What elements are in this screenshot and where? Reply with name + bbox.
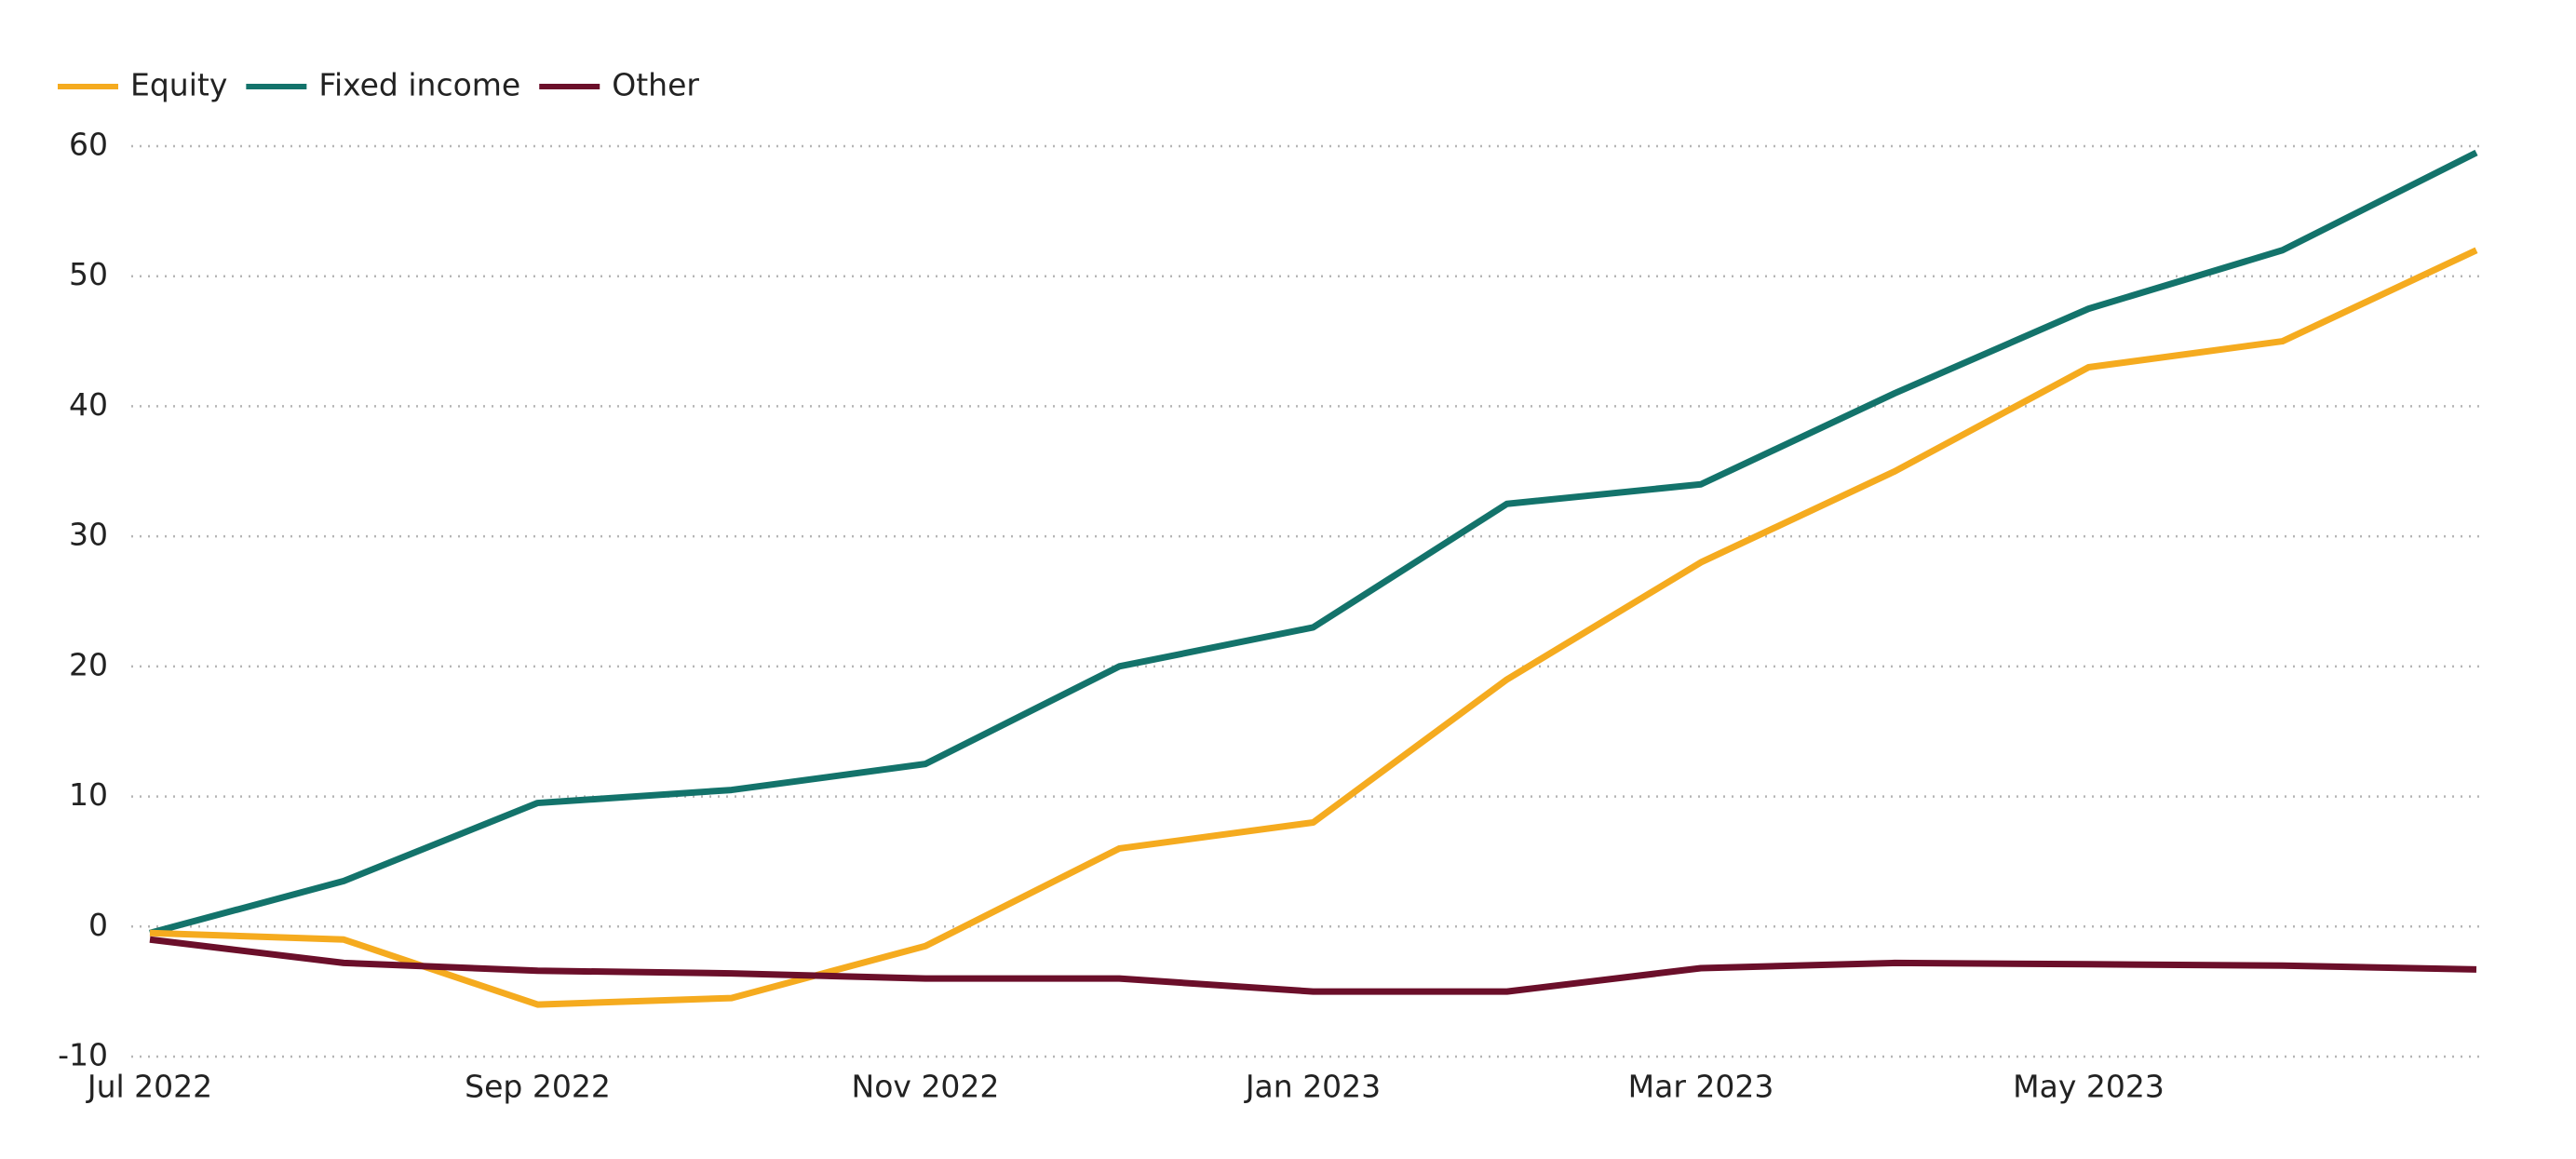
x-tick-label: Mar 2023 [1628, 1069, 1774, 1105]
y-tick-label: 30 [69, 517, 108, 553]
y-tick-label: 10 [69, 776, 108, 813]
y-tick-label: 40 [69, 386, 108, 423]
y-tick-label: -10 [58, 1037, 108, 1073]
data-line [149, 149, 2478, 937]
y-tick-label: 50 [69, 256, 108, 292]
x-tick-label: Sep 2022 [465, 1069, 611, 1105]
data-line [149, 247, 2478, 1008]
x-tick-label: Jan 2023 [1244, 1069, 1381, 1105]
data-line [149, 936, 2477, 995]
legend-label: Other [612, 67, 699, 103]
y-tick-label: 20 [69, 646, 108, 682]
x-tick-label: Jul 2022 [86, 1069, 212, 1105]
legend-label: Fixed income [318, 67, 520, 103]
y-tick-label: 0 [88, 907, 108, 943]
x-tick-label: May 2023 [2013, 1069, 2165, 1105]
y-tick-label: 60 [69, 127, 108, 163]
x-tick-label: Nov 2022 [852, 1069, 1000, 1105]
legend-label: Equity [130, 67, 227, 103]
